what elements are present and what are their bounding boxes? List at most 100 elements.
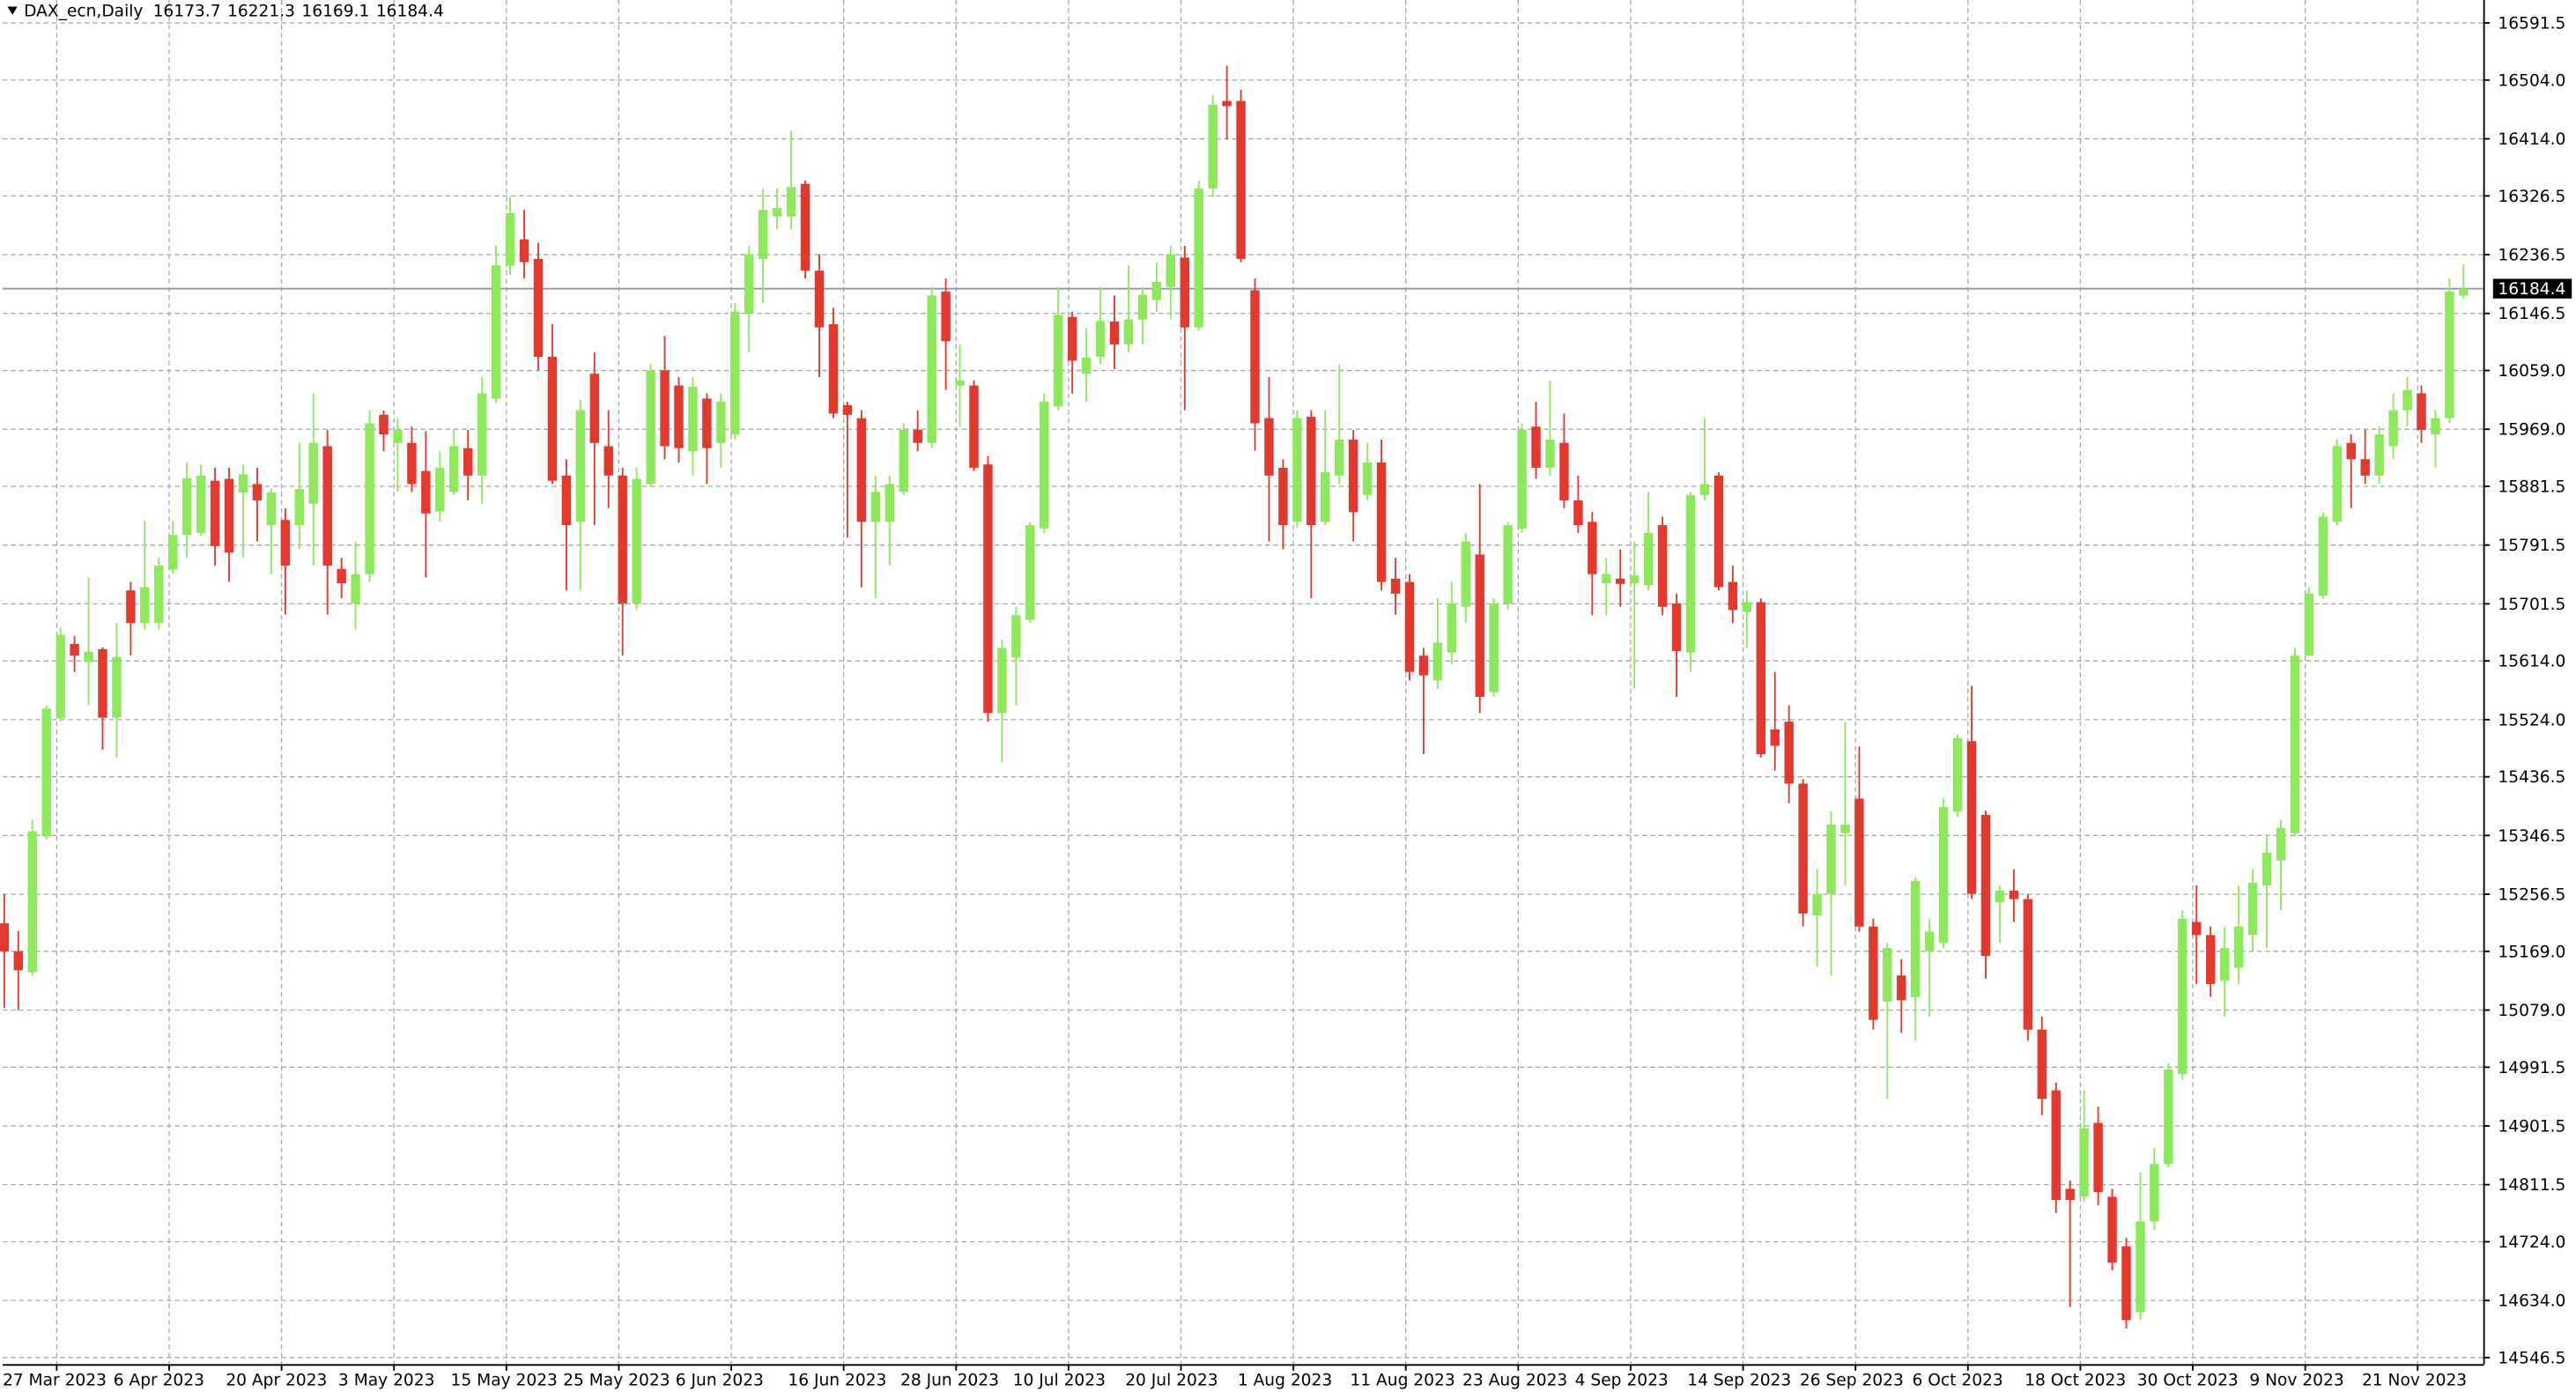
candle-body bbox=[828, 323, 839, 414]
y-tick-label: 16236.5 bbox=[2498, 247, 2565, 265]
candle-body bbox=[1559, 442, 1569, 500]
candle-body bbox=[1897, 975, 1906, 1001]
candle-body bbox=[1869, 926, 1878, 1020]
candle-body bbox=[1208, 105, 1218, 189]
candle-body bbox=[154, 566, 164, 624]
candle-body bbox=[969, 385, 979, 468]
candles bbox=[0, 65, 2469, 1329]
candle-body bbox=[1531, 426, 1541, 468]
candle-body bbox=[702, 398, 712, 448]
candle-body bbox=[463, 448, 473, 476]
candle-body bbox=[2402, 389, 2412, 411]
x-tick-label: 21 Nov 2023 bbox=[2362, 1372, 2467, 1390]
candle-body bbox=[2079, 1128, 2089, 1197]
y-tick-label: 15614.0 bbox=[2498, 653, 2565, 671]
y-tick-label: 15436.5 bbox=[2498, 768, 2565, 787]
candle-body bbox=[1714, 475, 1724, 588]
candle-body bbox=[2065, 1188, 2075, 1201]
candle-body bbox=[1685, 495, 1696, 653]
y-tick-label: 16059.0 bbox=[2498, 362, 2565, 381]
x-tick-label: 28 Jun 2023 bbox=[900, 1372, 999, 1390]
candle-body bbox=[800, 183, 811, 271]
candle-body bbox=[2318, 516, 2328, 596]
candle-body bbox=[674, 385, 684, 448]
candle-body bbox=[716, 402, 726, 443]
candle-body bbox=[0, 922, 10, 951]
x-tick-label: 6 Jun 2023 bbox=[676, 1372, 764, 1390]
y-tick-label: 16591.5 bbox=[2498, 15, 2565, 33]
candle-body bbox=[1011, 615, 1021, 658]
x-tick-label: 9 Nov 2023 bbox=[2249, 1372, 2343, 1390]
candle-body bbox=[2107, 1196, 2117, 1263]
candle-body bbox=[786, 187, 796, 217]
candle-body bbox=[224, 478, 234, 553]
header-high: 16221.3 bbox=[227, 3, 295, 21]
candle-body bbox=[1292, 418, 1302, 522]
x-tick-label: 1 Aug 2023 bbox=[1238, 1372, 1332, 1390]
x-tick-label: 26 Sep 2023 bbox=[1800, 1372, 1904, 1390]
y-tick-label: 14546.5 bbox=[2498, 1349, 2565, 1367]
y-tick-label: 15791.5 bbox=[2498, 537, 2565, 555]
candle-body bbox=[533, 258, 544, 357]
candle-body bbox=[1545, 440, 1555, 468]
candle-body bbox=[2360, 459, 2370, 476]
candle-body bbox=[1040, 402, 1049, 529]
candle-body bbox=[519, 239, 529, 263]
candle-body bbox=[280, 520, 291, 566]
candle-body bbox=[56, 634, 65, 719]
candle-body bbox=[955, 380, 965, 386]
candle-body bbox=[1180, 257, 1189, 328]
candle-body bbox=[181, 478, 192, 536]
candle-body bbox=[1699, 484, 1710, 496]
candle-body bbox=[1826, 825, 1836, 894]
candle-body bbox=[1095, 321, 1106, 357]
candle-body bbox=[646, 370, 655, 485]
candle-body bbox=[1390, 578, 1401, 594]
x-tick-label: 11 Aug 2023 bbox=[1350, 1372, 1455, 1390]
candle-body bbox=[1222, 100, 1232, 107]
candle-body bbox=[772, 208, 782, 217]
candle-body bbox=[1938, 807, 1949, 944]
candle-body bbox=[322, 446, 332, 566]
last-price-label: 16184.4 bbox=[2498, 280, 2565, 299]
x-tick-label: 6 Apr 2023 bbox=[114, 1372, 204, 1390]
candle-body bbox=[1461, 541, 1470, 607]
candle-body bbox=[814, 270, 825, 328]
candle-body bbox=[421, 470, 431, 514]
candle-body bbox=[2247, 883, 2258, 936]
candle-body bbox=[1109, 321, 1120, 344]
menu-icon[interactable] bbox=[7, 6, 18, 15]
candle-body bbox=[744, 254, 754, 315]
candle-body bbox=[210, 480, 220, 546]
candle-body bbox=[1602, 574, 1611, 584]
candle-body bbox=[660, 370, 670, 447]
x-tick-label: 16 Jun 2023 bbox=[788, 1372, 886, 1390]
candle-body bbox=[337, 568, 346, 584]
x-tick-label: 6 Oct 2023 bbox=[1913, 1372, 2003, 1390]
candle-body bbox=[1616, 578, 1625, 584]
candle-body bbox=[2459, 288, 2469, 296]
candle-body bbox=[238, 474, 248, 493]
candle-body bbox=[70, 643, 79, 656]
candle-body bbox=[2445, 291, 2454, 418]
candle-body bbox=[2233, 926, 2244, 968]
y-tick-label: 15079.0 bbox=[2498, 1002, 2565, 1020]
y-tick-label: 15169.0 bbox=[2498, 943, 2565, 961]
candle-body bbox=[477, 393, 487, 476]
y-tick-label: 14724.0 bbox=[2498, 1233, 2565, 1252]
candle-body bbox=[1067, 316, 1077, 361]
candle-body bbox=[1264, 418, 1274, 476]
candle-body bbox=[2037, 1029, 2047, 1100]
candle-body bbox=[1236, 100, 1246, 259]
candle-body bbox=[435, 467, 445, 512]
candle-body bbox=[1194, 188, 1203, 328]
candle-body bbox=[1250, 290, 1260, 424]
candle-body bbox=[688, 387, 698, 452]
chart-title: DAX_ecn,Daily bbox=[24, 3, 143, 21]
candle-body bbox=[1503, 525, 1513, 603]
candle-body bbox=[294, 489, 305, 526]
candle-body bbox=[1404, 581, 1415, 672]
x-tick-label: 25 May 2023 bbox=[563, 1372, 670, 1390]
candle-body bbox=[1911, 880, 1921, 997]
